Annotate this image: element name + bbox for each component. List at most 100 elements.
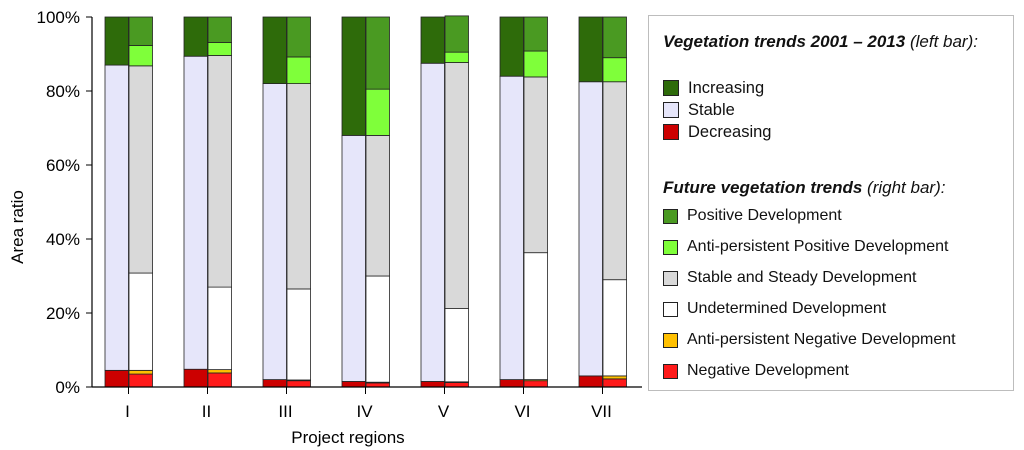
x-tick-label: II — [202, 402, 211, 421]
right-bar-segment-undetermined-development — [128, 272, 153, 371]
y-tick-label: 20% — [46, 304, 80, 323]
left-bar-segment-decreasing — [578, 375, 603, 388]
legend-label: Undetermined Development — [687, 300, 887, 317]
legend-item: Stable — [663, 100, 735, 120]
right-bar-segment-undetermined-development — [207, 286, 232, 371]
right-bar-segment-anti-persistent-positive-development — [365, 88, 390, 136]
right-bar-segment-negative-development — [523, 380, 548, 388]
right-bar-segment-anti-persistent-negative-development — [602, 375, 627, 380]
legend-item: Decreasing — [663, 122, 771, 142]
right-bar-segment-negative-development — [444, 382, 469, 388]
legend-swatch — [663, 270, 678, 286]
legend-label: Positive Development — [687, 207, 842, 224]
left-bar-segment-increasing — [578, 16, 603, 83]
legend-label: Anti-persistent Negative Development — [687, 331, 956, 348]
right-bar-segment-stable-and-steady-development — [207, 55, 232, 288]
left-bar-segment-stable — [104, 64, 129, 371]
right-bar-segment-undetermined-development — [602, 279, 627, 377]
axes: 0%20%40%60%80%100%I II III IV V VI VII — [37, 8, 642, 421]
left-bar-segment-stable — [183, 55, 208, 370]
legend-label: Increasing — [688, 78, 765, 97]
left-bar-segment-stable — [578, 81, 603, 377]
legend-swatch — [663, 80, 679, 96]
legend-swatch — [663, 332, 678, 348]
x-tick-label: V — [438, 402, 450, 421]
left-bar-segment-stable — [262, 83, 287, 380]
left-bar-segment-increasing — [262, 16, 287, 84]
right-bar-segment-anti-persistent-positive-development — [207, 42, 232, 56]
x-tick-label: VI — [514, 402, 530, 421]
right-bar-segment-anti-persistent-negative-development — [128, 369, 153, 375]
x-tick-label: III — [278, 402, 292, 421]
right-bar-segment-stable-and-steady-development — [286, 83, 311, 290]
legend: Vegetation trends 2001 – 2013 (left bar)… — [648, 15, 1014, 391]
left-bar-segment-decreasing — [183, 368, 208, 388]
left-bar-segment-stable — [341, 134, 366, 382]
right-bar-segment-anti-persistent-positive-development — [602, 57, 627, 83]
legend-label: Anti-persistent Positive Development — [687, 238, 949, 255]
right-bar-segment-negative-development — [128, 373, 153, 388]
right-bar-segment-positive-development — [286, 16, 311, 58]
legend-swatch — [663, 124, 679, 140]
right-bar-segment-undetermined-development — [444, 308, 469, 383]
right-bar-segment-anti-persistent-negative-development — [207, 369, 232, 374]
left-bar-segment-increasing — [420, 16, 445, 64]
right-bar-segment-undetermined-development — [523, 252, 548, 381]
right-bar-segment-negative-development — [207, 372, 232, 388]
right-bar-segment-anti-persistent-positive-development — [444, 51, 469, 63]
legend-left-bar-title-suffix: (left bar): — [909, 32, 978, 51]
right-bar-segment-stable-and-steady-development — [602, 81, 627, 281]
left-bar-segment-decreasing — [104, 369, 129, 388]
right-bar-segment-undetermined-development — [365, 275, 390, 383]
legend-right-bar-title: Future vegetation trends — [663, 178, 863, 197]
legend-label: Stable and Steady Development — [687, 269, 917, 286]
y-axis-label: Area ratio — [8, 190, 27, 264]
legend-label: Stable — [688, 100, 735, 119]
left-bar-segment-decreasing — [420, 381, 445, 388]
y-tick-label: 40% — [46, 230, 80, 249]
left-bar-segment-decreasing — [341, 381, 366, 388]
legend-item: Undetermined Development — [663, 299, 886, 319]
legend-swatch — [663, 208, 678, 224]
right-bar-segment-positive-development — [128, 16, 153, 46]
legend-left-bar-heading: Vegetation trends 2001 – 2013 (left bar)… — [663, 32, 978, 52]
legend-item: Negative Development — [663, 361, 849, 381]
legend-swatch — [663, 363, 678, 379]
legend-label: Decreasing — [688, 122, 772, 141]
right-bar-segment-positive-development — [523, 16, 548, 52]
legend-item: Stable and Steady Development — [663, 268, 916, 288]
legend-label: Negative Development — [687, 362, 849, 379]
left-bar-segment-increasing — [341, 16, 366, 136]
right-bar-segment-stable-and-steady-development — [128, 65, 153, 274]
x-axis-label: Project regions — [291, 428, 404, 447]
right-bar-segment-anti-persistent-positive-development — [523, 50, 548, 78]
y-tick-label: 0% — [55, 378, 80, 397]
right-bar-segment-positive-development — [207, 16, 232, 43]
right-bar-segment-anti-persistent-positive-development — [286, 56, 311, 84]
x-tick-label: I — [125, 402, 130, 421]
y-tick-label: 100% — [37, 8, 80, 27]
right-bar-segment-negative-development — [286, 380, 311, 388]
y-tick-label: 60% — [46, 156, 80, 175]
left-bar-segment-increasing — [499, 16, 524, 77]
legend-item: Positive Development — [663, 206, 842, 226]
right-bar-segment-anti-persistent-positive-development — [128, 45, 153, 67]
legend-right-bar-heading: Future vegetation trends (right bar): — [663, 178, 945, 198]
legend-item: Anti-persistent Negative Development — [663, 330, 956, 350]
x-tick-label: VII — [591, 402, 612, 421]
left-bar-segment-increasing — [104, 16, 129, 66]
right-bar-segment-positive-development — [444, 15, 469, 53]
legend-swatch — [663, 239, 678, 255]
left-bar-segment-increasing — [183, 16, 208, 57]
right-bar-segment-negative-development — [602, 378, 627, 388]
bars — [104, 15, 627, 388]
legend-right-bar-title-suffix: (right bar): — [867, 178, 946, 197]
legend-swatch — [663, 102, 679, 118]
left-bar-segment-decreasing — [499, 379, 524, 388]
right-bar-segment-positive-development — [365, 16, 390, 90]
legend-item: Increasing — [663, 78, 764, 98]
right-bar-segment-stable-and-steady-development — [365, 134, 390, 277]
legend-swatch — [663, 301, 678, 317]
x-tick-label: IV — [356, 402, 373, 421]
